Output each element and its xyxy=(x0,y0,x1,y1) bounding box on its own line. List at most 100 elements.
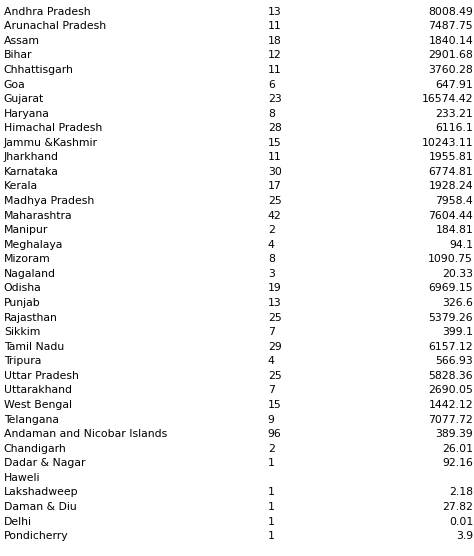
Text: Mizoram: Mizoram xyxy=(4,254,51,264)
Text: 11: 11 xyxy=(268,21,282,31)
Text: Gujarat: Gujarat xyxy=(4,94,44,104)
Text: 3: 3 xyxy=(268,269,275,279)
Text: Chhattisgarh: Chhattisgarh xyxy=(4,65,73,75)
Text: 647.91: 647.91 xyxy=(435,80,473,90)
Text: 1955.81: 1955.81 xyxy=(428,152,473,162)
Text: Himachal Pradesh: Himachal Pradesh xyxy=(4,123,102,133)
Text: 7: 7 xyxy=(268,327,275,337)
Text: Goa: Goa xyxy=(4,80,26,90)
Text: 1: 1 xyxy=(268,502,275,512)
Text: 389.39: 389.39 xyxy=(435,429,473,439)
Text: 12: 12 xyxy=(268,51,282,61)
Text: 25: 25 xyxy=(268,371,282,381)
Text: 9: 9 xyxy=(268,415,275,425)
Text: Meghalaya: Meghalaya xyxy=(4,240,63,250)
Text: 2690.05: 2690.05 xyxy=(428,385,473,395)
Text: 18: 18 xyxy=(268,36,282,46)
Text: Rajasthan: Rajasthan xyxy=(4,312,58,322)
Text: 0.01: 0.01 xyxy=(449,517,473,527)
Text: 6157.12: 6157.12 xyxy=(428,342,473,352)
Text: 3760.28: 3760.28 xyxy=(428,65,473,75)
Text: 5828.36: 5828.36 xyxy=(428,371,473,381)
Text: 4: 4 xyxy=(268,356,275,366)
Text: 16574.42: 16574.42 xyxy=(421,94,473,104)
Text: Jharkhand: Jharkhand xyxy=(4,152,59,162)
Text: 30: 30 xyxy=(268,167,282,177)
Text: 399.1: 399.1 xyxy=(442,327,473,337)
Text: 1090.75: 1090.75 xyxy=(428,254,473,264)
Text: 7: 7 xyxy=(268,385,275,395)
Text: Odisha: Odisha xyxy=(4,284,42,294)
Text: 7077.72: 7077.72 xyxy=(428,415,473,425)
Text: 326.6: 326.6 xyxy=(442,298,473,308)
Text: Delhi: Delhi xyxy=(4,517,32,527)
Text: Maharashtra: Maharashtra xyxy=(4,211,73,221)
Text: Arunachal Pradesh: Arunachal Pradesh xyxy=(4,21,106,31)
Text: 1: 1 xyxy=(268,458,275,468)
Text: Karnataka: Karnataka xyxy=(4,167,59,177)
Text: 11: 11 xyxy=(268,152,282,162)
Text: 17: 17 xyxy=(268,181,282,191)
Text: Dadar & Nagar: Dadar & Nagar xyxy=(4,458,85,468)
Text: 6774.81: 6774.81 xyxy=(428,167,473,177)
Text: Haweli: Haweli xyxy=(4,473,40,483)
Text: 2: 2 xyxy=(268,225,275,235)
Text: 28: 28 xyxy=(268,123,282,133)
Text: 42: 42 xyxy=(268,211,282,221)
Text: Andhra Pradesh: Andhra Pradesh xyxy=(4,7,91,17)
Text: 7958.4: 7958.4 xyxy=(435,196,473,206)
Text: 94.1: 94.1 xyxy=(449,240,473,250)
Text: 5379.26: 5379.26 xyxy=(428,312,473,322)
Text: 23: 23 xyxy=(268,94,282,104)
Text: 1928.24: 1928.24 xyxy=(428,181,473,191)
Text: 2: 2 xyxy=(268,444,275,454)
Text: 26.01: 26.01 xyxy=(442,444,473,454)
Text: West Bengal: West Bengal xyxy=(4,400,72,410)
Text: 92.16: 92.16 xyxy=(442,458,473,468)
Text: Daman & Diu: Daman & Diu xyxy=(4,502,76,512)
Text: 13: 13 xyxy=(268,298,282,308)
Text: Assam: Assam xyxy=(4,36,40,46)
Text: 2.18: 2.18 xyxy=(449,488,473,498)
Text: 13: 13 xyxy=(268,7,282,17)
Text: 8: 8 xyxy=(268,108,275,118)
Text: Madhya Pradesh: Madhya Pradesh xyxy=(4,196,94,206)
Text: Haryana: Haryana xyxy=(4,108,50,118)
Text: 15: 15 xyxy=(268,400,282,410)
Text: Manipur: Manipur xyxy=(4,225,48,235)
Text: 19: 19 xyxy=(268,284,282,294)
Text: 27.82: 27.82 xyxy=(442,502,473,512)
Text: Telangana: Telangana xyxy=(4,415,59,425)
Text: 6: 6 xyxy=(268,80,275,90)
Text: Nagaland: Nagaland xyxy=(4,269,56,279)
Text: 8008.49: 8008.49 xyxy=(428,7,473,17)
Text: Andaman and Nicobar Islands: Andaman and Nicobar Islands xyxy=(4,429,167,439)
Text: Kerala: Kerala xyxy=(4,181,38,191)
Text: 1: 1 xyxy=(268,488,275,498)
Text: 566.93: 566.93 xyxy=(435,356,473,366)
Text: Bihar: Bihar xyxy=(4,51,32,61)
Text: Sikkim: Sikkim xyxy=(4,327,40,337)
Text: 20.33: 20.33 xyxy=(442,269,473,279)
Text: 4: 4 xyxy=(268,240,275,250)
Text: 15: 15 xyxy=(268,138,282,148)
Text: 11: 11 xyxy=(268,65,282,75)
Text: Uttar Pradesh: Uttar Pradesh xyxy=(4,371,79,381)
Text: 3.9: 3.9 xyxy=(456,531,473,541)
Text: Jammu &Kashmir: Jammu &Kashmir xyxy=(4,138,98,148)
Text: Uttarakhand: Uttarakhand xyxy=(4,385,72,395)
Text: 184.81: 184.81 xyxy=(435,225,473,235)
Text: 7604.44: 7604.44 xyxy=(428,211,473,221)
Text: 233.21: 233.21 xyxy=(435,108,473,118)
Text: 1: 1 xyxy=(268,517,275,527)
Text: 25: 25 xyxy=(268,312,282,322)
Text: 29: 29 xyxy=(268,342,282,352)
Text: 6116.1: 6116.1 xyxy=(435,123,473,133)
Text: 1442.12: 1442.12 xyxy=(428,400,473,410)
Text: Lakshadweep: Lakshadweep xyxy=(4,488,78,498)
Text: 2901.68: 2901.68 xyxy=(428,51,473,61)
Text: 6969.15: 6969.15 xyxy=(428,284,473,294)
Text: Tamil Nadu: Tamil Nadu xyxy=(4,342,64,352)
Text: Chandigarh: Chandigarh xyxy=(4,444,66,454)
Text: 7487.75: 7487.75 xyxy=(428,21,473,31)
